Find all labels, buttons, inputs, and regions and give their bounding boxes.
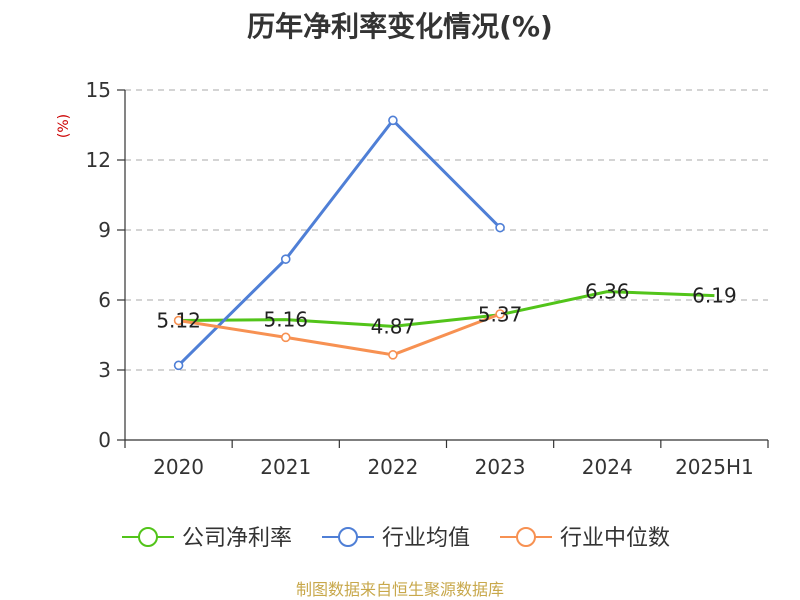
data-label-2023: 5.37 (478, 303, 523, 327)
data-label-2024: 6.36 (585, 280, 630, 304)
x-tick-label-2021: 2021 (260, 455, 311, 479)
x-tick-label-2020: 2020 (153, 455, 204, 479)
series-line-1 (177, 118, 502, 367)
legend-marker-2 (516, 527, 536, 547)
data-label-2021: 5.16 (263, 308, 308, 332)
source-note: 制图数据来自恒生聚源数据库 (296, 580, 504, 599)
axes (117, 89, 769, 448)
series-2-point-2020 (173, 315, 184, 326)
data-label-2025H1: 6.19 (692, 284, 737, 308)
x-tick-label-2024: 2024 (582, 455, 633, 479)
x-tick-label-2025H1: 2025H1 (675, 455, 754, 479)
y-tick-label-9: 9 (98, 218, 111, 242)
data-labels: 5.12 5.16 4.87 5.37 6.36 6.19 (156, 280, 736, 339)
legend-marker-0 (138, 527, 158, 547)
series-1-point-2020 (173, 360, 184, 371)
series-2-point-2023 (495, 309, 505, 319)
series-1-point-2021 (280, 254, 291, 264)
legend-item-2[interactable]: 行业中位数 (500, 526, 670, 551)
legend-item-0[interactable]: 公司净利率 (122, 526, 292, 551)
data-label-2020: 5.12 (156, 309, 201, 333)
legend-item-1[interactable]: 行业均值 (322, 526, 470, 551)
series-1-point-2022 (388, 115, 398, 126)
legend-marker-1 (338, 527, 358, 547)
legend-label-0: 公司净利率 (182, 526, 292, 551)
y-axis-label: (%) (56, 114, 72, 138)
y-tick-label-3: 3 (98, 358, 111, 382)
x-tick-label-2022: 2022 (367, 455, 418, 479)
series-1-point-2023 (495, 222, 505, 233)
chart-title: 历年净利率变化情况(%) (247, 10, 553, 43)
legend-label-1: 行业均值 (382, 526, 470, 551)
series-layer (173, 115, 715, 371)
series-line-0 (178, 290, 715, 328)
y-tick-label-12: 12 (86, 148, 111, 172)
series-line-2 (178, 312, 501, 357)
y-tick-label-6: 6 (98, 288, 111, 312)
series-2-point-2021 (280, 332, 291, 343)
y-tick-label-15: 15 (86, 78, 111, 102)
legend-label-2: 行业中位数 (560, 526, 670, 551)
gridlines (125, 89, 768, 371)
data-label-2022: 4.87 (371, 314, 416, 338)
x-tick-label-2023: 2023 (475, 455, 526, 479)
tick-labels: 0 3 6 9 12 15 2020 2021 2022 2023 2024 2025H1 (86, 78, 754, 479)
series-2-point-2022 (388, 350, 398, 360)
y-tick-label-0: 0 (98, 428, 111, 452)
legend[interactable]: 公司净利率 行业均值 行业中位数 (122, 526, 670, 551)
